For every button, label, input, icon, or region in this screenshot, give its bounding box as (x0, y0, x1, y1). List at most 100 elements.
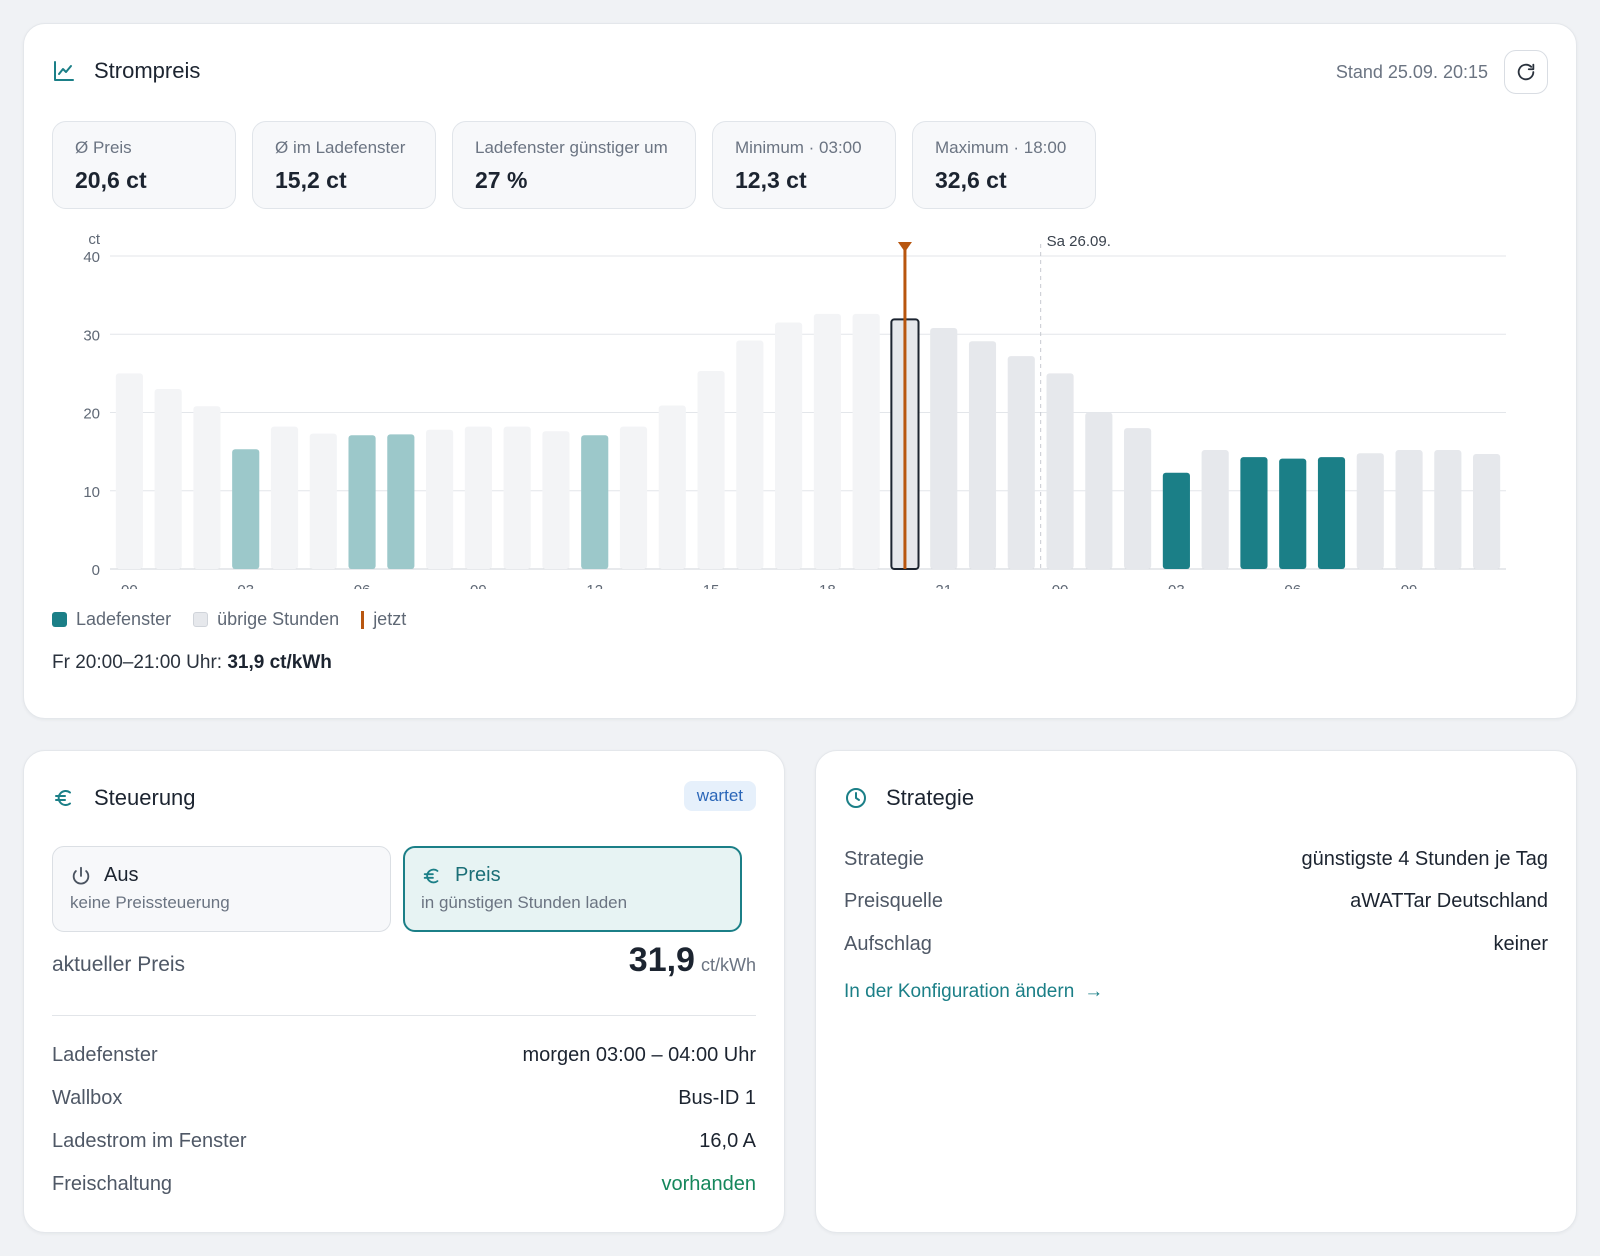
bar (775, 322, 803, 569)
row-key: Freischaltung (52, 1173, 173, 1195)
mode-price-button[interactable]: Preis in günstigen Stunden laden (403, 846, 742, 932)
current-price-value: 31,9 (628, 941, 695, 979)
mode-subtitle: in günstigen Stunden laden (421, 893, 628, 912)
refresh-button[interactable] (1504, 50, 1548, 94)
bar (968, 341, 997, 569)
y-tick-label: 40 (83, 249, 100, 266)
row-value: morgen 03:00 – 04:00 Uhr (522, 1044, 757, 1066)
control-card: Steuerung wartet Aus keine Preissteuerun… (23, 750, 785, 1233)
x-tick-label: 03 (237, 582, 254, 589)
bar (348, 435, 376, 569)
bar (193, 406, 221, 569)
price-card: Strompreis Stand 25.09. 20:15 Ø Preis 20… (23, 23, 1577, 719)
bar (1046, 373, 1074, 569)
row-value: aWATTar Deutschland (1350, 890, 1548, 912)
row-price-source: Preisquelle aWATTar Deutschland (844, 890, 1548, 913)
row-key: Ladefenster (52, 1044, 158, 1066)
y-tick-label: 0 (92, 562, 100, 579)
stat-savings: Ladefenster günstiger um 27 % (452, 121, 696, 209)
day-split-label: Sa 26.09. (1047, 233, 1111, 250)
mode-off-button[interactable]: Aus keine Preissteuerung (52, 846, 391, 932)
x-tick-label: 03 (1168, 582, 1185, 589)
bar (1007, 356, 1035, 569)
row-value: 16,0 A (699, 1130, 756, 1152)
bar (309, 433, 337, 569)
row-charge-window: Ladefenster morgen 03:00 – 04:00 Uhr (52, 1044, 756, 1067)
bar (930, 327, 958, 569)
bar (503, 426, 531, 569)
stat-label: Minimum · 03:00 (735, 138, 862, 157)
clock-icon (844, 786, 868, 810)
row-key: Aufschlag (844, 933, 932, 955)
row-key: Wallbox (52, 1087, 123, 1109)
price-stats: Ø Preis 20,6 ct Ø im Ladefenster 15,2 ct… (52, 121, 1096, 209)
stat-value: 12,3 ct (735, 167, 807, 193)
legend-charge-window: Ladefenster (52, 609, 171, 630)
row-charge-current: Ladestrom im Fenster 16,0 A (52, 1130, 756, 1153)
x-tick-label: 15 (703, 582, 720, 589)
y-tick-label: 20 (83, 406, 100, 423)
hover-price-info: Fr 20:00–21:00 Uhr: 31,9 ct/kWh (52, 652, 332, 674)
legend-label: Ladefenster (76, 609, 172, 629)
y-tick-label: 30 (83, 327, 100, 344)
bar (581, 435, 609, 569)
bar (1317, 457, 1346, 569)
legend-swatch (193, 612, 209, 627)
strategy-card-title: Strategie (844, 785, 974, 811)
mode-selector: Aus keine Preissteuerung Preis in günsti… (52, 846, 742, 932)
x-tick-label: 06 (354, 582, 371, 589)
mode-title: Aus (104, 864, 139, 886)
bar (1162, 472, 1190, 569)
stat-maximum: Maximum · 18:00 32,6 ct (912, 121, 1096, 209)
chart-legend: Ladefenster übrige Stunden jetzt (52, 609, 428, 630)
row-value: günstigste 4 Stunden je Tag (1301, 848, 1548, 870)
control-card-title-text: Steuerung (94, 785, 196, 810)
legend-other-hours: übrige Stunden (193, 609, 339, 630)
y-axis-label: ct (88, 231, 101, 248)
bar (115, 373, 143, 569)
edit-config-link[interactable]: In der Konfiguration ändern → (844, 981, 1103, 1003)
mode-subtitle: keine Preissteuerung (70, 893, 230, 912)
divider (52, 1015, 756, 1016)
row-value: vorhanden (661, 1173, 756, 1195)
bar (1124, 428, 1152, 569)
edit-config-link-text: In der Konfiguration ändern (844, 981, 1075, 1002)
stat-label: Ladefenster günstiger um (475, 138, 668, 157)
current-price-row: aktueller Preis 31,9 ct/kWh (52, 941, 756, 980)
row-key: Ladestrom im Fenster (52, 1130, 247, 1152)
stat-label: Maximum · 18:00 (935, 138, 1067, 157)
x-tick-label: 09 (1401, 582, 1418, 589)
arrow-right-icon: → (1084, 981, 1104, 1002)
row-surcharge: Aufschlag keiner (844, 933, 1548, 956)
price-card-title: Strompreis (52, 58, 200, 84)
current-price-unit: ct/kWh (700, 955, 756, 975)
row-key: Preisquelle (844, 890, 943, 912)
x-tick-label: 06 (1284, 582, 1301, 589)
line-chart-icon (52, 59, 76, 83)
x-tick-label: 00 (1052, 582, 1069, 589)
row-value: keiner (1493, 933, 1548, 955)
price-card-title-text: Strompreis (94, 58, 201, 83)
stat-avg-price: Ø Preis 20,6 ct (52, 121, 236, 209)
power-icon (70, 865, 92, 887)
stat-value: 20,6 ct (75, 167, 147, 193)
bar (697, 371, 725, 569)
current-price-label: aktueller Preis (52, 953, 186, 976)
bar (619, 426, 648, 569)
strategy-card-title-text: Strategie (886, 785, 975, 810)
bar (154, 389, 182, 569)
stat-avg-window: Ø im Ladefenster 15,2 ct (252, 121, 436, 209)
bar (813, 313, 841, 569)
legend-label: jetzt (373, 609, 407, 629)
row-key: Strategie (844, 848, 925, 870)
bar (426, 429, 454, 569)
stat-value: 27 % (475, 167, 528, 193)
y-tick-label: 10 (83, 484, 100, 501)
row-value: Bus-ID 1 (678, 1087, 756, 1109)
bar (270, 426, 299, 569)
row-authorization: Freischaltung vorhanden (52, 1173, 756, 1196)
x-tick-label: 21 (935, 582, 952, 589)
x-tick-label: 12 (586, 582, 603, 589)
legend-swatch (361, 610, 365, 629)
